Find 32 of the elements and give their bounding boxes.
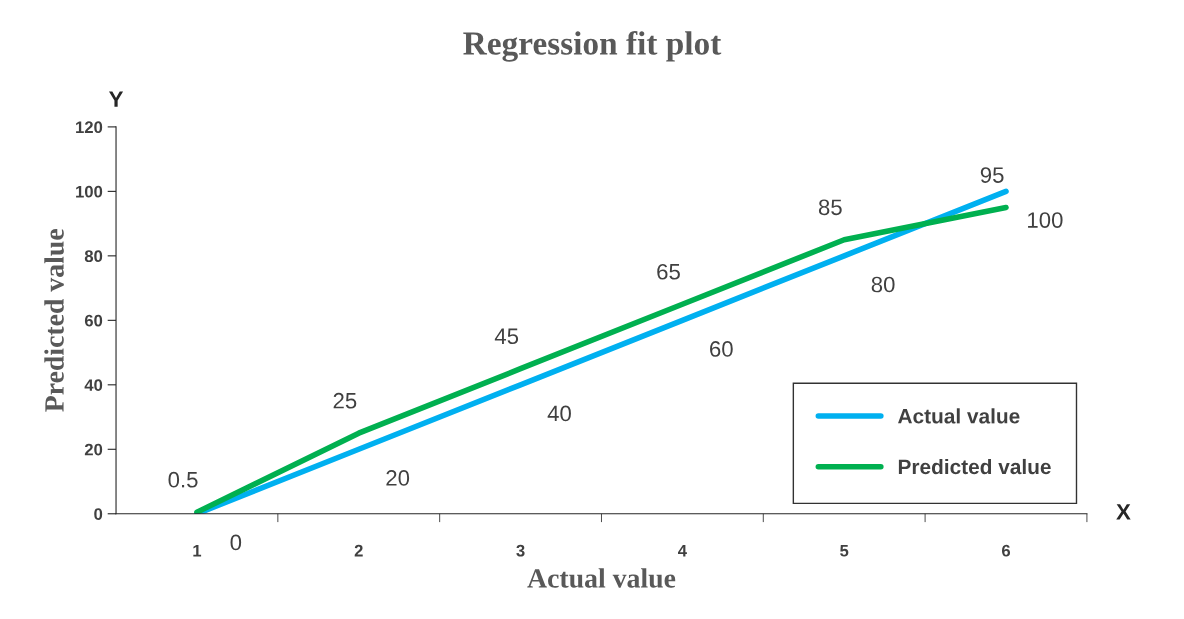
data-label: 95 (980, 167, 1004, 183)
data-label: 40 (547, 405, 571, 422)
data-label: 60 (710, 341, 733, 357)
data-label: 85 (818, 199, 842, 216)
y-tick-label: 120 (76, 121, 103, 134)
y-tick-label: 20 (84, 443, 103, 456)
x-tick-label: 4 (678, 544, 687, 557)
data-label: 45 (494, 328, 519, 345)
data-label: 20 (386, 470, 410, 486)
y-axis-title: Predicted value (44, 229, 64, 412)
data-label: 25 (333, 392, 357, 409)
x-tick-label: 6 (1001, 544, 1011, 557)
x-tick-label: 1 (193, 544, 202, 557)
x-tick-label: 2 (354, 544, 363, 557)
data-label: 100 (1028, 212, 1063, 228)
data-label: 65 (657, 263, 680, 280)
y-tick-label: 60 (84, 314, 103, 327)
chart-title: Regression fit plot (463, 30, 722, 62)
x-tick-label: 3 (516, 544, 525, 557)
data-label: 0.5 (168, 471, 198, 488)
y-tick-label: 100 (76, 185, 103, 198)
y-tick-label: 80 (84, 250, 103, 263)
x-axis-title: Actual value (527, 568, 676, 588)
y-tick-label: 0 (94, 508, 103, 520)
text: Y (109, 91, 124, 107)
legend-label: Actual value (898, 408, 1020, 424)
y-tick-label: 40 (84, 379, 103, 392)
legend-label: Predicted value (898, 458, 1051, 475)
text: X (1116, 504, 1131, 520)
data-label: 80 (871, 276, 895, 293)
data-label: 0 (230, 534, 242, 551)
x-tick-label: 5 (840, 544, 849, 557)
